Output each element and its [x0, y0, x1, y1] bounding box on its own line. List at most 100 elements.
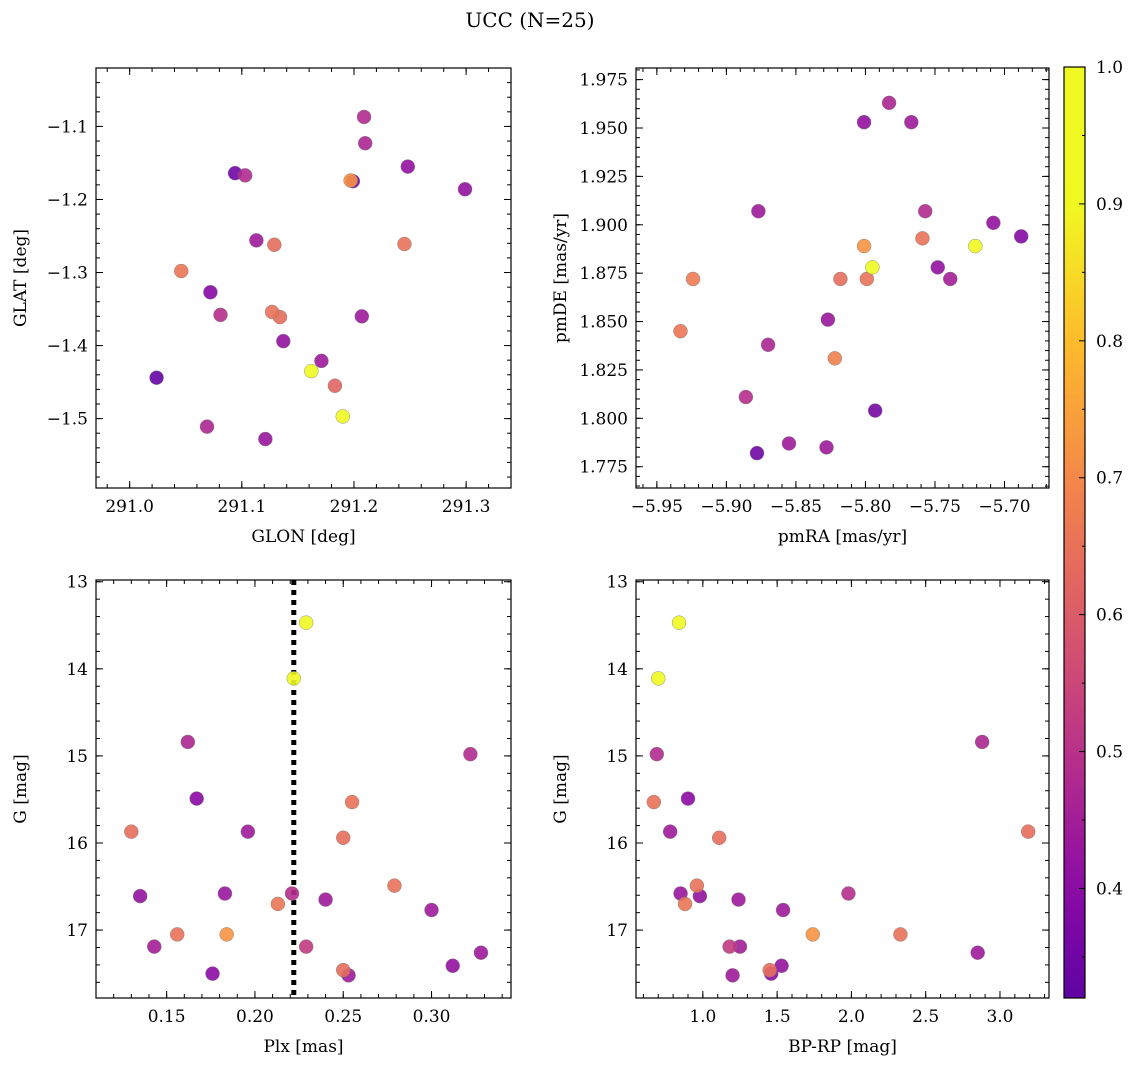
scatter-point — [974, 734, 990, 750]
scatter-point — [473, 945, 489, 960]
scatter-point — [354, 309, 370, 324]
y-tick-label: 13 — [66, 573, 88, 593]
scatter-point — [336, 830, 351, 845]
x-tick-label: −5.90 — [700, 497, 752, 517]
scatter-point — [805, 927, 820, 942]
scatter-point — [760, 337, 776, 352]
scatter-point — [217, 886, 233, 901]
scatter-point — [213, 307, 228, 323]
scatter-point — [722, 939, 737, 954]
scatter-point — [751, 204, 766, 219]
scatter-point — [943, 271, 958, 287]
scatter-point — [749, 445, 765, 461]
y-tick-label: 1.825 — [579, 361, 628, 381]
scatter-point — [174, 263, 189, 279]
scatter-point — [918, 204, 933, 219]
colorbar-tick-label: 0.6 — [1096, 606, 1123, 626]
scatter-point — [833, 271, 848, 287]
scatter-point — [318, 892, 333, 907]
x-tick-label: −5.70 — [978, 497, 1030, 517]
scatter-point — [298, 615, 314, 630]
scatter-point — [237, 168, 253, 183]
scatter-point — [881, 95, 897, 111]
x-tick-label: 0.30 — [413, 1007, 451, 1027]
scatter-point — [904, 114, 919, 130]
x-tick-label: 291.2 — [330, 497, 379, 517]
x-tick-label: 0.15 — [148, 1007, 186, 1027]
scatter-point — [397, 236, 412, 252]
y-tick-label: 1.900 — [579, 216, 628, 236]
scatter-point — [284, 886, 300, 901]
colorbar-gradient — [1064, 67, 1085, 998]
x-tick-label: 291.3 — [442, 497, 491, 517]
y-tick-label: 17 — [66, 921, 88, 941]
scatter-point — [264, 304, 280, 320]
panel-plx-g: 0.15 0.20 0.25 0.30 13 14 15 16 17 Plx [mas] G [ma… — [11, 573, 512, 1057]
axes-frame — [95, 579, 512, 999]
colorbar-tick-label: 0.9 — [1096, 195, 1123, 215]
scatter-point — [689, 878, 705, 893]
panel-glon-glat: 291.0 291.1 291.2 291.3 −1.1 −1.2 −1.3 −1.4 −1.5… — [11, 67, 512, 547]
x-tick-label: 2.0 — [838, 1007, 865, 1027]
x-tick-label: 3.0 — [986, 1007, 1013, 1027]
x-axis-label: BP-RP [mag] — [788, 1037, 897, 1057]
y-tick-label: 1.975 — [579, 71, 628, 91]
scatter-point — [677, 896, 693, 912]
axes-frame — [95, 67, 512, 489]
scatter-point — [827, 351, 843, 366]
scatter-point — [671, 615, 687, 630]
scatter-point — [731, 892, 746, 907]
scatter-point — [336, 962, 351, 978]
x-tick-label: 0.25 — [324, 1007, 362, 1027]
scatter-point — [775, 902, 791, 918]
scatter-point — [424, 902, 439, 918]
scatter-point — [199, 419, 215, 434]
y-axis-label: G [mag] — [551, 754, 571, 823]
scatter-point — [673, 324, 688, 339]
scatter-point — [124, 824, 139, 839]
scatter-point — [856, 238, 872, 254]
scatter-point — [327, 378, 343, 393]
scatter-point — [219, 927, 234, 942]
x-tick-label: 2.5 — [912, 1007, 939, 1027]
x-tick-label: −5.80 — [839, 497, 891, 517]
scatter-point — [762, 962, 777, 978]
scatter-point — [915, 231, 930, 246]
scatter-point — [270, 896, 286, 912]
y-tick-label: 1.800 — [579, 409, 628, 429]
scatter-point — [463, 746, 478, 762]
y-tick-label: 1.950 — [579, 119, 628, 139]
scatter-point — [240, 824, 256, 839]
y-tick-label: −1.3 — [47, 264, 88, 284]
y-tick-label: 1.775 — [579, 458, 628, 478]
scatter-point — [649, 746, 664, 762]
scatter-point — [968, 238, 983, 254]
scatter-point — [343, 173, 358, 188]
y-tick-label: −1.5 — [47, 410, 88, 430]
x-axis-label: pmRA [mas/yr] — [778, 527, 907, 547]
scatter-point — [180, 734, 196, 750]
scatter-point — [445, 958, 460, 973]
x-tick-label: 291.1 — [217, 497, 266, 517]
scatter-point — [820, 312, 836, 327]
panel-pmra-pmde: −5.95 −5.90 −5.85 −5.80 −5.75 −5.70 1.775 1.800… — [551, 67, 1050, 547]
scatter-point — [859, 271, 875, 287]
y-tick-label: 1.925 — [579, 167, 628, 187]
scatter-point — [986, 215, 1001, 231]
x-axis-label: GLON [deg] — [251, 527, 355, 547]
scatter-point — [258, 431, 273, 447]
scatter-point — [298, 939, 314, 954]
y-tick-label: 14 — [66, 660, 88, 680]
x-tick-label: 0.20 — [236, 1007, 274, 1027]
scatter-point — [841, 886, 856, 901]
scatter-point — [356, 109, 372, 125]
scatter-point — [930, 260, 945, 275]
scatter-point — [249, 233, 264, 248]
scatter-point — [314, 353, 329, 369]
scatter-point — [893, 927, 908, 942]
scatter-point — [970, 945, 985, 960]
x-tick-label: −5.85 — [770, 497, 822, 517]
scatter-point — [205, 966, 220, 981]
scatter-point — [646, 794, 662, 810]
